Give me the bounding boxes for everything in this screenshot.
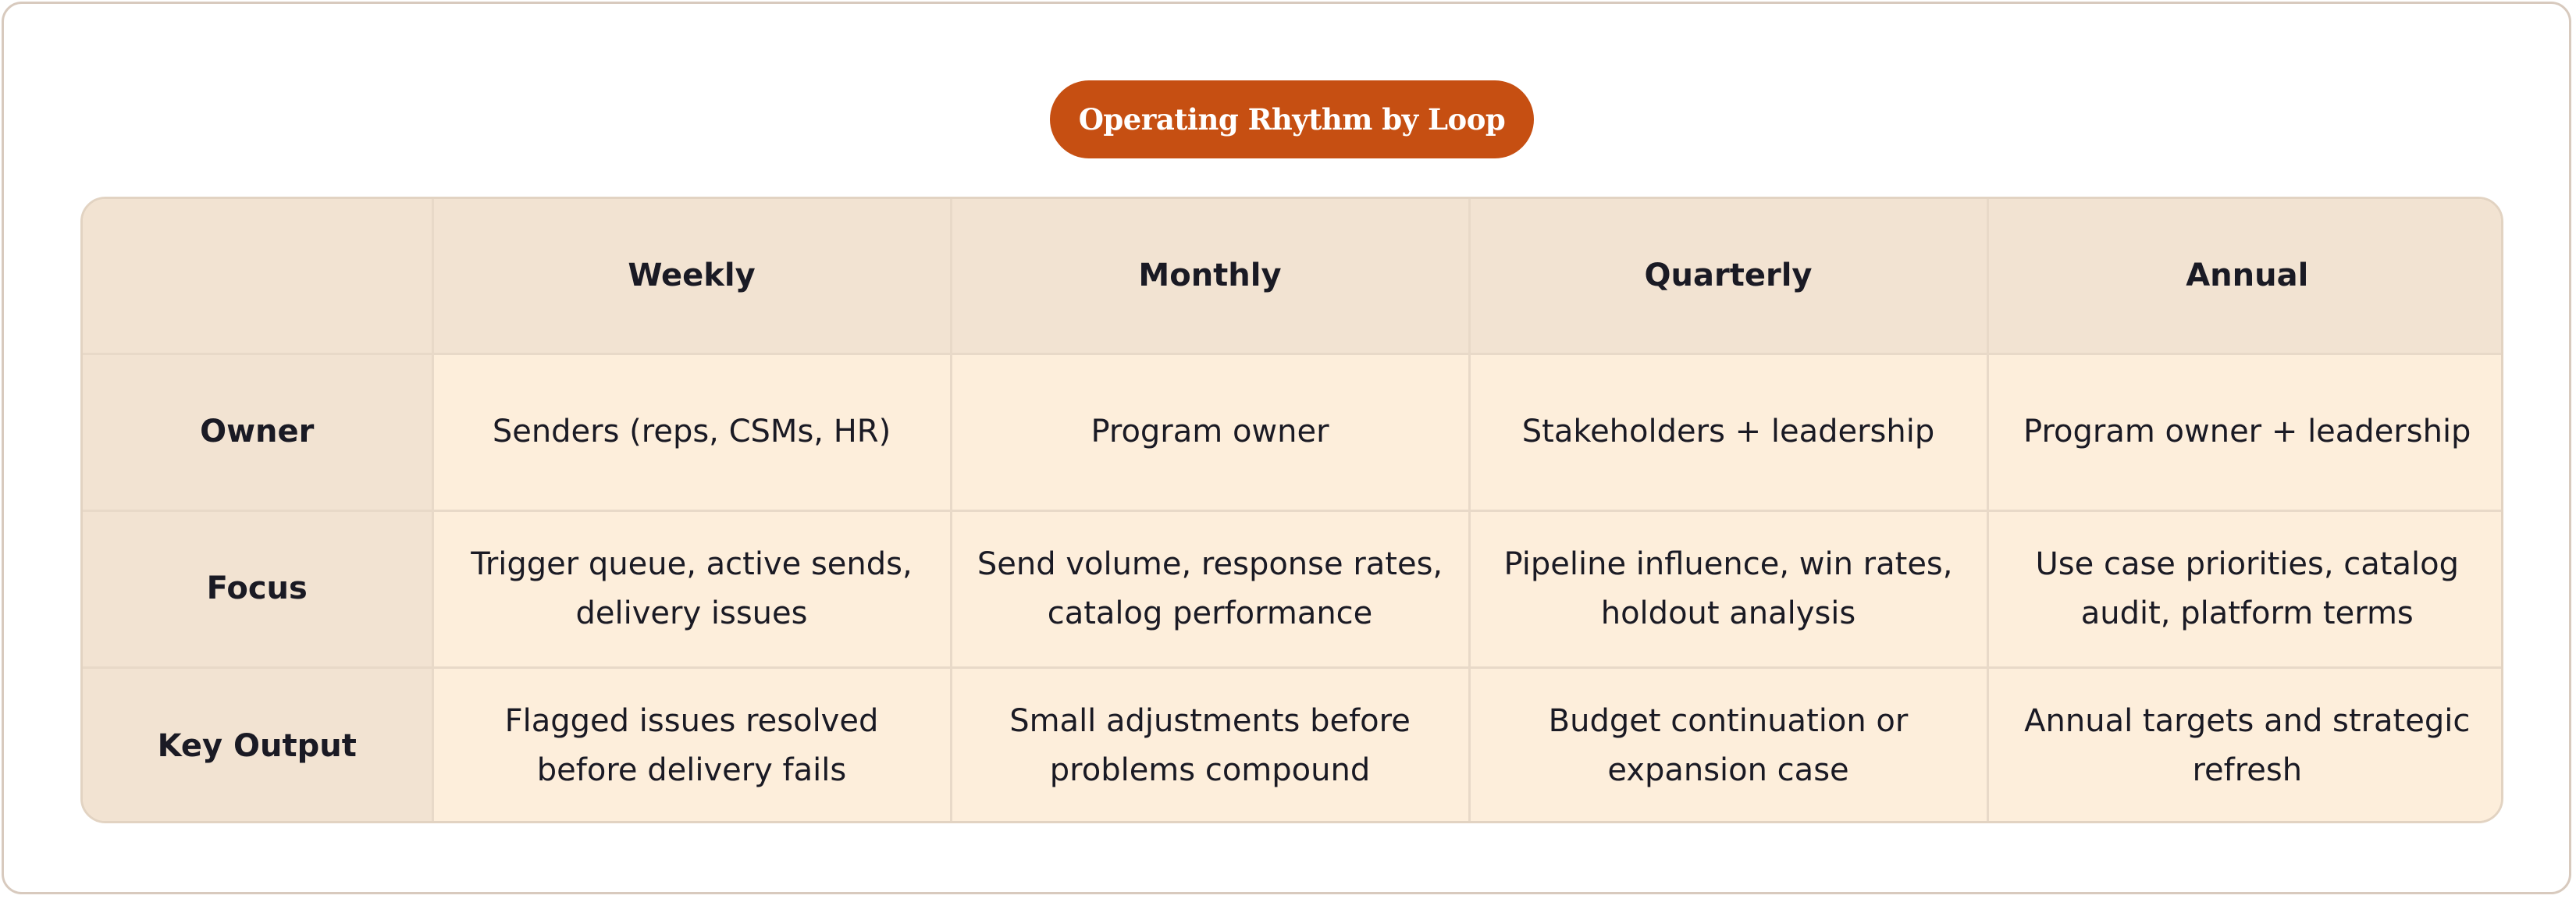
cell-focus-quarterly: Pipeline influence, win rates, holdout a… bbox=[1468, 509, 1989, 669]
cell-owner-weekly: Senders (reps, CSMs, HR) bbox=[431, 352, 952, 512]
cell-key-output-annual: Annual targets and strategic refresh bbox=[1986, 666, 2501, 821]
cell-key-output-quarterly: Budget continuation or expansion case bbox=[1468, 666, 1989, 821]
cell-focus-annual: Use case priorities, catalog audit, plat… bbox=[1986, 509, 2501, 669]
cell-owner-quarterly: Stakeholders + leadership bbox=[1468, 352, 1989, 512]
column-header-monthly: Monthly bbox=[949, 199, 1471, 355]
row-header-owner: Owner bbox=[83, 352, 434, 512]
cell-owner-monthly: Program owner bbox=[949, 352, 1471, 512]
cell-owner-annual: Program owner + leadership bbox=[1986, 352, 2501, 512]
column-header-quarterly: Quarterly bbox=[1468, 199, 1989, 355]
column-header-weekly: Weekly bbox=[431, 199, 952, 355]
table-row-key-output: Key Output Flagged issues resolved befor… bbox=[83, 666, 2501, 821]
cell-focus-weekly: Trigger queue, active sends, delivery is… bbox=[431, 509, 952, 669]
operating-rhythm-table: Weekly Monthly Quarterly Annual Owner Se… bbox=[83, 199, 2501, 821]
table-row-focus: Focus Trigger queue, active sends, deliv… bbox=[83, 509, 2501, 669]
table-row-owner: Owner Senders (reps, CSMs, HR) Program o… bbox=[83, 352, 2501, 512]
table-corner-cell bbox=[83, 199, 434, 355]
table-header-row: Weekly Monthly Quarterly Annual bbox=[83, 199, 2501, 355]
page-title: Operating Rhythm by Loop bbox=[1050, 80, 1534, 158]
column-header-annual: Annual bbox=[1986, 199, 2501, 355]
cell-key-output-weekly: Flagged issues resolved before delivery … bbox=[431, 666, 952, 821]
row-header-key-output: Key Output bbox=[83, 666, 434, 821]
row-header-focus: Focus bbox=[83, 509, 434, 669]
rhythm-table-container: Weekly Monthly Quarterly Annual Owner Se… bbox=[80, 197, 2503, 823]
cell-key-output-monthly: Small adjustments before problems compou… bbox=[949, 666, 1471, 821]
cell-focus-monthly: Send volume, response rates, catalog per… bbox=[949, 509, 1471, 669]
